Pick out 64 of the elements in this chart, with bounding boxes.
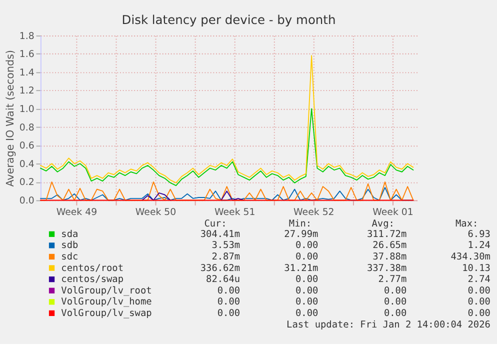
legend-label: sda xyxy=(61,228,78,240)
text: 2.87m xyxy=(212,252,240,263)
text: 10.13 xyxy=(462,262,490,274)
text: 304.41m xyxy=(200,228,240,240)
x-tick-label: Week 49 xyxy=(56,206,98,218)
text: Cur: xyxy=(204,218,227,230)
y-tick-label: 0.0 xyxy=(19,196,34,207)
text: 337.38m xyxy=(366,262,407,274)
text: 37.88m xyxy=(372,252,407,263)
text: 434.30m xyxy=(450,252,491,263)
text: 0.00 xyxy=(296,285,318,296)
text: 0.00 xyxy=(217,285,240,296)
y-tick-label: 1.2 xyxy=(19,86,34,97)
x-tick-label: Week 52 xyxy=(294,206,334,218)
text: 0.00 xyxy=(296,252,318,263)
legend-label: VolGroup/lv_root xyxy=(61,285,152,296)
text: 0.00 xyxy=(296,240,318,252)
text: 311.72m xyxy=(366,228,407,240)
text: Max: xyxy=(456,218,478,230)
y-tick-label: 1.8 xyxy=(19,30,34,42)
y-tick-label: 0.8 xyxy=(19,122,34,134)
text: 0.00 xyxy=(217,296,240,308)
legend-label: VolGroup/lv_swap xyxy=(61,308,152,320)
text: 26.65m xyxy=(372,240,407,252)
text: Last update: Fri Jan 2 14:00:04 2026 xyxy=(286,319,491,330)
text: 336.62m xyxy=(200,262,240,274)
line-series xyxy=(40,108,414,186)
legend-label: sdc xyxy=(61,252,78,263)
text: 0.00 xyxy=(296,274,318,286)
text: Min: xyxy=(288,218,312,230)
legend-label: centos/root xyxy=(61,262,124,274)
text: 82.64u xyxy=(206,274,240,286)
text: 3.53m xyxy=(212,240,240,252)
y-tick-label: 0.2 xyxy=(19,177,34,188)
chart-title: Disk latency per device - by month xyxy=(122,13,336,28)
y-axis-title: Average IO Wait (seconds) xyxy=(4,50,17,187)
text: 2.74 xyxy=(468,274,491,286)
text: 6.93 xyxy=(468,228,490,240)
text: 1.24 xyxy=(468,240,491,252)
text: 0.00 xyxy=(384,308,407,320)
legend-label: sdb xyxy=(61,240,79,252)
text: 0.00 xyxy=(217,308,240,320)
y-tick-label: 1.6 xyxy=(19,49,34,60)
text: 2.77m xyxy=(378,274,407,286)
text: Avg: xyxy=(372,218,394,230)
text: 31.21m xyxy=(284,262,318,274)
line-series xyxy=(40,55,414,184)
text: 0.00 xyxy=(468,296,491,308)
y-tick-label: 1.0 xyxy=(19,104,34,116)
x-tick-label: Week 50 xyxy=(135,206,176,218)
y-tick-label: 0.6 xyxy=(19,140,34,152)
legend-label: centos/swap xyxy=(61,274,124,286)
text: 0.00 xyxy=(296,308,318,320)
text: 0.00 xyxy=(384,285,407,296)
text: 0.00 xyxy=(296,296,318,308)
text: 0.00 xyxy=(468,285,491,296)
legend-label: VolGroup/lv_home xyxy=(61,296,152,308)
text: 0.00 xyxy=(384,296,407,308)
x-tick-label: Week 01 xyxy=(372,206,414,218)
text: 0.00 xyxy=(468,308,491,320)
x-tick-label: Week 51 xyxy=(214,206,256,218)
y-tick-label: 1.4 xyxy=(19,67,34,78)
text: 27.99m xyxy=(284,228,318,240)
y-tick-label: 0.4 xyxy=(19,158,34,170)
